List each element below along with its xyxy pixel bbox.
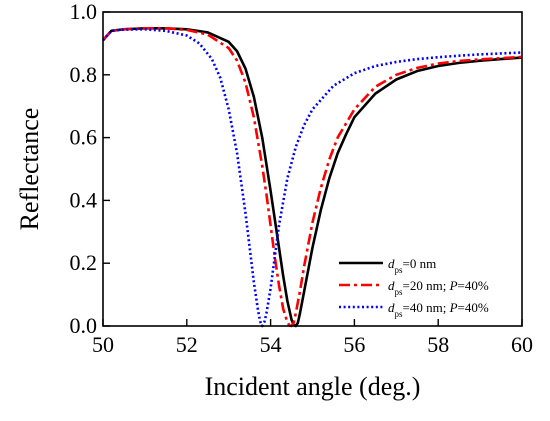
legend-label-1: dps=0 nm: [388, 256, 436, 275]
legend: dps=0 nm dps=20 nm; P=40% dps=40 nm; P=40%: [339, 256, 489, 319]
x-tick-label: 52: [176, 332, 198, 357]
x-tick-label: 58: [427, 332, 449, 357]
x-tick-label: 50: [92, 332, 114, 357]
x-tick-label: 56: [343, 332, 365, 357]
y-tick-label: 0.2: [70, 250, 98, 275]
series-layer: [102, 27, 523, 328]
ticks-layer: 50 52 54 56 58 60 0.0 0.2 0.4 0.6 0.8 1.0: [70, 0, 534, 357]
x-tick-label: 54: [260, 332, 282, 357]
legend-label-2: dps=20 nm; P=40%: [388, 278, 489, 297]
y-tick-label: 0.4: [70, 187, 98, 212]
y-tick-label: 1.0: [70, 0, 98, 24]
y-axis-title: Reflectance: [15, 108, 44, 231]
y-tick-label: 0.8: [70, 62, 98, 87]
series-line-3: [102, 27, 523, 328]
x-tick-label: 60: [511, 332, 533, 357]
x-axis-title: Incident angle (deg.): [205, 372, 421, 401]
series-line-2: [102, 27, 523, 328]
y-tick-label: 0.0: [70, 313, 98, 338]
legend-label-3: dps=40 nm; P=40%: [388, 300, 489, 319]
plot-frame: [102, 11, 523, 327]
y-tick-label: 0.6: [70, 125, 98, 150]
